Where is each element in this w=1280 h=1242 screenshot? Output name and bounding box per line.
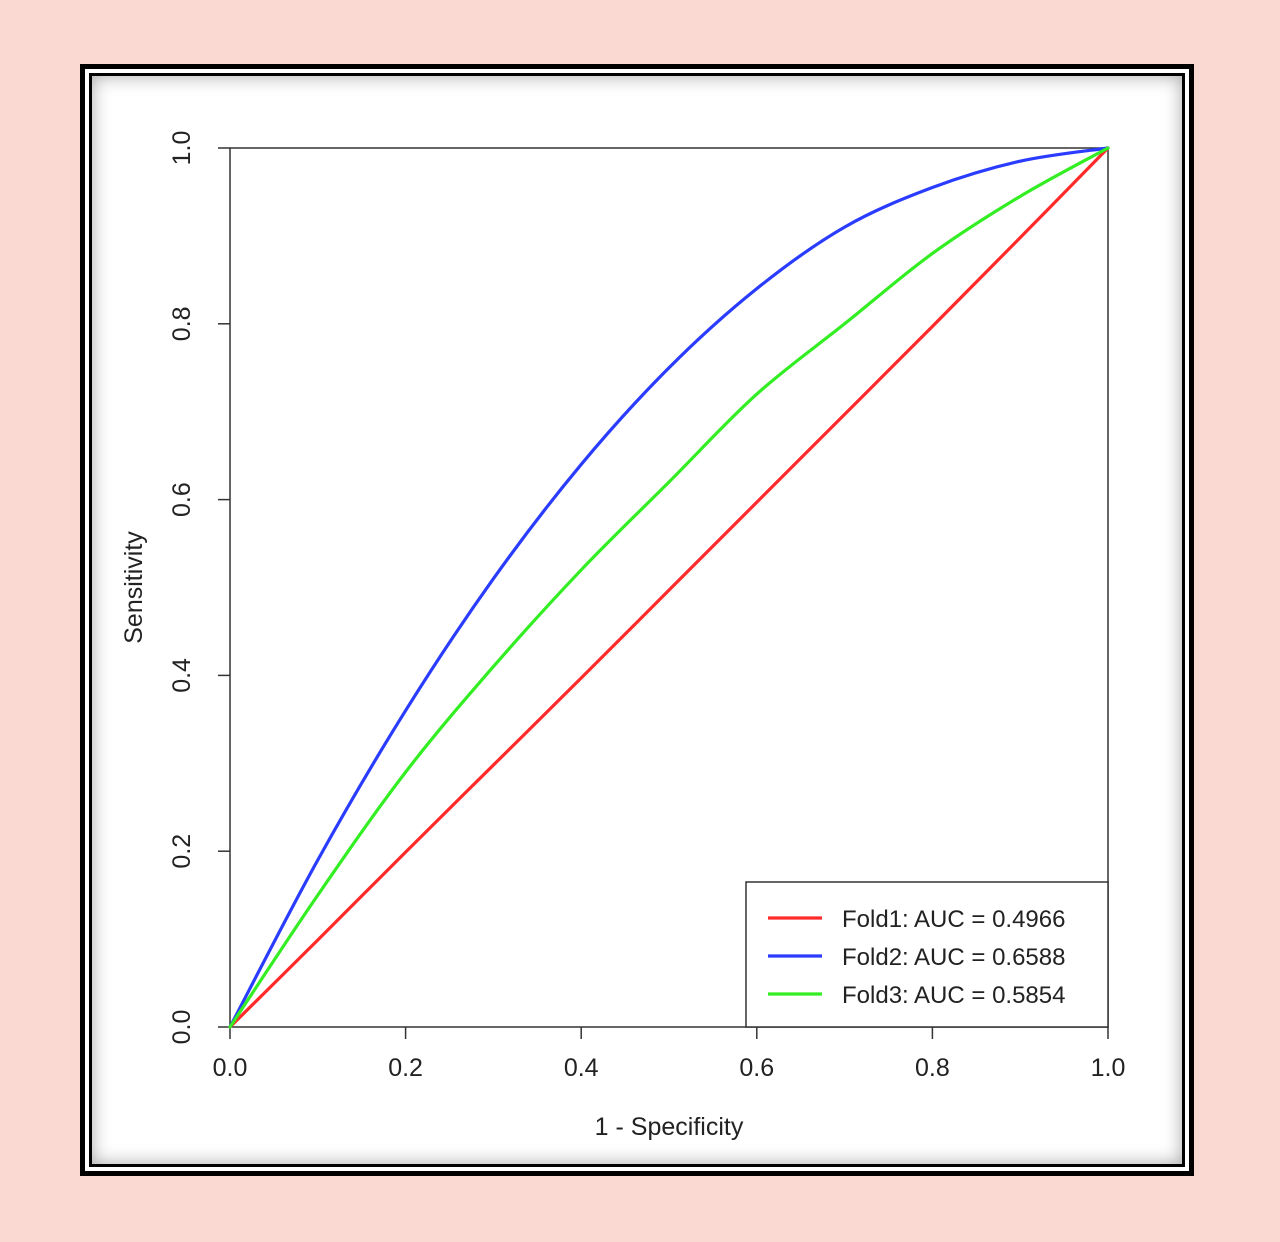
legend-label-1: Fold1: AUC = 0.4966 [842,906,1065,933]
x-tick-label: 1.0 [1091,1054,1126,1082]
x-tick-label: 0.0 [213,1054,248,1082]
figure-frame-outer: 0.0 0.2 0.4 0.6 0.8 1.0 0.0 0.2 0.4 0.6 0.8 1.0 Fol… [80,64,1194,1176]
legend-label-2: Fold2: AUC = 0.6588 [842,944,1065,971]
series-line-2 [228,146,1110,1029]
y-tick-label: 1.0 [168,131,196,166]
plot-box [229,147,1109,1028]
y-tick-label: 0.8 [168,306,196,341]
chart-canvas: 0.0 0.2 0.4 0.6 0.8 1.0 0.0 0.2 0.4 0.6 0.8 1.0 Fol… [92,76,1182,1164]
x-tick-label: 0.4 [564,1054,599,1082]
x-tick-label: 0.8 [915,1054,950,1082]
legend-label-3: Fold3: AUC = 0.5854 [842,982,1065,1009]
y-tick-label: 0.4 [168,658,196,693]
series-line-3 [228,146,1110,1029]
x-tick-label: 0.2 [388,1054,423,1082]
y-tick-label: 0.6 [168,482,196,517]
legend: Fold1: AUC = 0.4966 Fold2: AUC = 0.6588 Fo… [745,881,1109,1028]
x-axis-title: 1 - Specificity [595,1113,744,1141]
x-tick-label: 0.6 [739,1054,774,1082]
y-tick-label: 0.2 [168,834,196,869]
y-axis-title: Sensitivity [120,531,148,644]
y-tick-label: 0.0 [168,1010,196,1045]
series-line-1 [228,146,1110,1029]
series-layer [228,146,1110,1029]
figure-frame-inner: 0.0 0.2 0.4 0.6 0.8 1.0 0.0 0.2 0.4 0.6 0.8 1.0 Fol… [89,73,1185,1167]
figure-frame-gap: 0.0 0.2 0.4 0.6 0.8 1.0 0.0 0.2 0.4 0.6 0.8 1.0 Fol… [85,69,1189,1171]
axes-layer: 0.0 0.2 0.4 0.6 0.8 1.0 0.0 0.2 0.4 0.6 0.8 1.0 [168,131,1125,1082]
roc-chart: 0.0 0.2 0.4 0.6 0.8 1.0 0.0 0.2 0.4 0.6 0.8 1.0 Fol… [120,131,1125,1141]
